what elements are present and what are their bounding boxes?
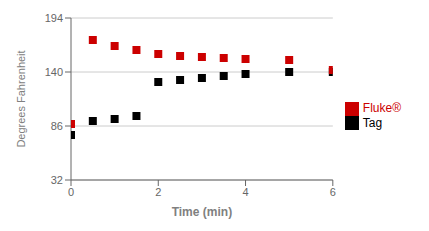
svg-text:Degrees Fahrenheit: Degrees Fahrenheit [15,50,27,147]
html-text:Fluke®: Fluke® [362,100,401,115]
svg-text:0: 0 [68,186,74,198]
svg-text:140: 140 [45,66,63,78]
svg-text:4: 4 [242,186,248,198]
svg-text:32: 32 [51,174,63,186]
svg-text:86: 86 [51,120,63,132]
svg-text:Time (min): Time (min) [172,205,232,219]
svg-text:6: 6 [330,186,336,198]
html-text:Tag: Tag [362,115,383,130]
svg-text:194: 194 [45,12,63,24]
svg-text:2: 2 [155,186,161,198]
